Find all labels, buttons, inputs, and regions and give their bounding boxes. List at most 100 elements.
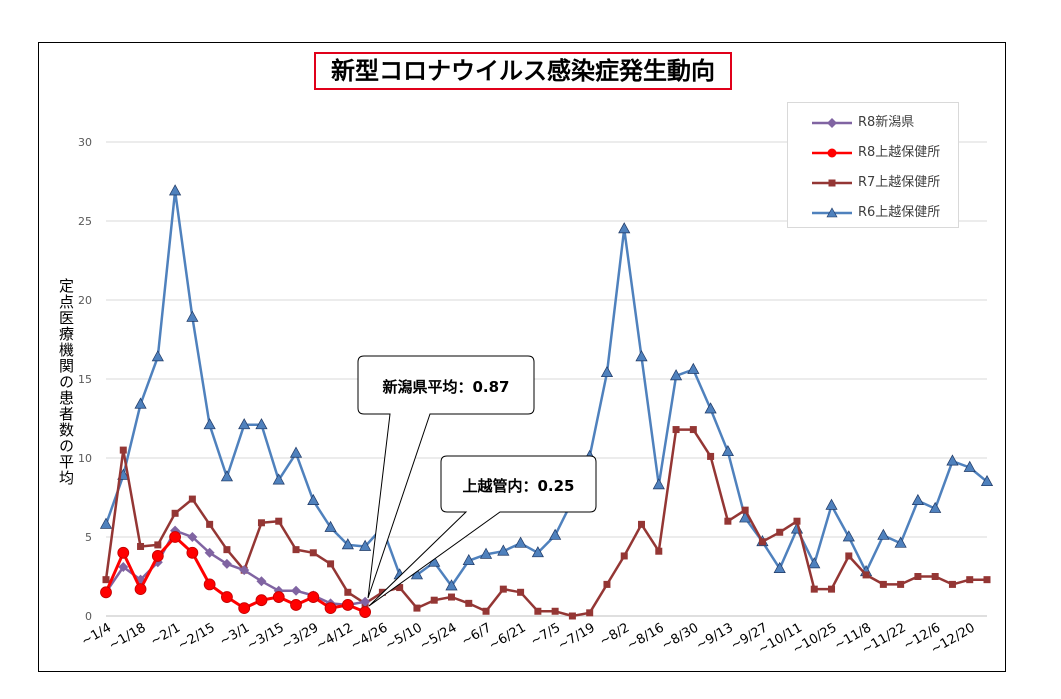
series-line-0 xyxy=(104,529,366,607)
data-point xyxy=(445,579,458,591)
legend-label-r8-joetsu: R8上越保健所 xyxy=(858,145,941,160)
data-point xyxy=(118,562,129,573)
data-point xyxy=(117,546,130,559)
data-point xyxy=(465,599,473,607)
data-point xyxy=(341,599,354,611)
data-point xyxy=(652,478,665,490)
data-point xyxy=(724,517,732,525)
callout-niigata-text: 新潟県平均：0.87 xyxy=(382,378,510,396)
data-point xyxy=(911,493,924,506)
data-point xyxy=(169,531,181,543)
data-point xyxy=(776,528,784,536)
data-point xyxy=(324,602,337,614)
data-point xyxy=(914,573,922,580)
data-point xyxy=(341,538,354,550)
data-point xyxy=(378,588,386,596)
data-point xyxy=(102,576,110,584)
data-point xyxy=(793,517,801,525)
data-point xyxy=(635,350,648,362)
legend-label-r8-niigata: R8新潟県 xyxy=(858,115,915,130)
data-point xyxy=(99,517,113,529)
data-point xyxy=(275,517,283,525)
data-point xyxy=(203,578,216,591)
x-tick-label: ~6/21 xyxy=(486,620,528,653)
y-tick-label: 25 xyxy=(78,215,92,228)
y-tick-label: 5 xyxy=(85,531,92,544)
data-point xyxy=(877,528,890,540)
x-tick-label: ~9/13 xyxy=(694,620,736,653)
data-point xyxy=(549,528,562,540)
legend-item-r8-niigata: R8新潟県 xyxy=(788,113,958,133)
y-axis-label: 定点医療機関の患者数の平均 xyxy=(57,278,75,486)
x-tick-label: ~2/15 xyxy=(175,620,217,653)
data-point xyxy=(187,532,198,542)
data-point xyxy=(238,418,251,430)
data-point xyxy=(327,560,335,568)
data-point xyxy=(291,585,302,596)
data-point xyxy=(151,550,164,562)
data-point xyxy=(534,607,542,615)
data-point xyxy=(672,426,680,434)
x-tick-label: ~7/19 xyxy=(555,620,597,653)
data-point xyxy=(638,520,646,528)
series-3 xyxy=(99,184,994,591)
legend-item-r8-joetsu: R8上越保健所 xyxy=(788,143,958,163)
data-point xyxy=(413,604,421,612)
data-point xyxy=(309,549,317,557)
data-point xyxy=(186,546,199,559)
data-point xyxy=(255,594,268,607)
data-point xyxy=(929,501,942,513)
data-point xyxy=(272,591,285,603)
data-point xyxy=(221,558,232,569)
data-point xyxy=(497,544,510,556)
data-point xyxy=(707,452,715,460)
data-point xyxy=(689,426,697,434)
legend-label-r7-joetsu: R7上越保健所 xyxy=(858,175,941,190)
data-point xyxy=(618,222,631,234)
legend-item-r7-joetsu: R7上越保健所 xyxy=(788,173,958,193)
data-point xyxy=(568,612,576,620)
data-point xyxy=(845,552,853,560)
data-point xyxy=(983,576,991,584)
x-tick-label: ~1/18 xyxy=(106,620,148,653)
data-point xyxy=(256,576,267,587)
data-point xyxy=(894,536,907,548)
x-tick-label: ~5/10 xyxy=(383,620,425,653)
callout-joetsu-text: 上越管内：0.25 xyxy=(462,477,575,495)
data-point xyxy=(292,546,300,554)
y-tick-label: 10 xyxy=(78,452,92,465)
data-point xyxy=(517,588,525,596)
y-tick-label: 15 xyxy=(78,373,92,386)
legend-item-r6-joetsu: R6上越保健所 xyxy=(788,203,958,223)
data-point xyxy=(586,609,594,617)
data-point xyxy=(255,418,268,430)
data-point xyxy=(931,573,939,580)
data-point xyxy=(810,585,818,593)
data-point xyxy=(100,586,112,599)
data-point xyxy=(499,585,507,593)
series-line-3 xyxy=(104,189,988,588)
data-point xyxy=(946,454,959,466)
data-point xyxy=(758,538,766,546)
data-point xyxy=(239,565,250,576)
data-point xyxy=(272,473,285,485)
data-point xyxy=(669,369,683,381)
data-point xyxy=(221,591,233,603)
data-point xyxy=(862,571,870,579)
data-point xyxy=(825,498,838,510)
data-point xyxy=(223,546,231,554)
data-point xyxy=(134,397,147,409)
data-point xyxy=(482,607,490,615)
data-point xyxy=(396,584,404,592)
data-point xyxy=(359,606,372,618)
data-point xyxy=(154,541,162,549)
series-0 xyxy=(101,525,371,610)
y-tick-label: 20 xyxy=(78,294,92,307)
data-point xyxy=(447,593,455,601)
series-lines xyxy=(99,184,994,620)
data-point xyxy=(531,546,544,558)
data-point xyxy=(171,509,179,517)
data-point xyxy=(620,552,628,560)
legend-marker-r6-joetsu xyxy=(812,207,852,218)
series-2 xyxy=(102,426,991,620)
